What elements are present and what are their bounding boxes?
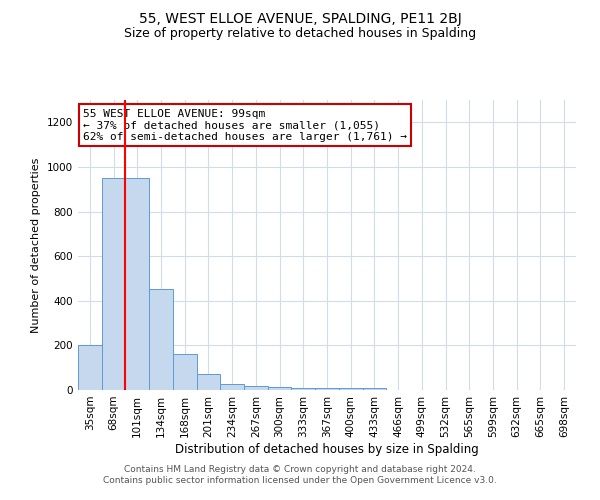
Bar (102, 178, 125, 390)
Bar (339, 388, 362, 390)
Text: Size of property relative to detached houses in Spalding: Size of property relative to detached ho… (124, 28, 476, 40)
Bar (197, 374, 220, 390)
Bar (315, 388, 339, 390)
Bar (125, 178, 149, 390)
X-axis label: Distribution of detached houses by size in Spalding: Distribution of detached houses by size … (175, 442, 479, 456)
Text: 55, WEST ELLOE AVENUE, SPALDING, PE11 2BJ: 55, WEST ELLOE AVENUE, SPALDING, PE11 2B… (139, 12, 461, 26)
Bar (149, 288, 173, 390)
Bar (268, 386, 292, 390)
Y-axis label: Number of detached properties: Number of detached properties (31, 158, 41, 332)
Bar (78, 346, 102, 390)
Text: 55 WEST ELLOE AVENUE: 99sqm
← 37% of detached houses are smaller (1,055)
62% of : 55 WEST ELLOE AVENUE: 99sqm ← 37% of det… (83, 108, 407, 142)
Text: Contains HM Land Registry data © Crown copyright and database right 2024.: Contains HM Land Registry data © Crown c… (124, 465, 476, 474)
Bar (220, 384, 244, 390)
Bar (362, 388, 386, 390)
Text: Contains public sector information licensed under the Open Government Licence v3: Contains public sector information licen… (103, 476, 497, 485)
Bar (173, 354, 197, 390)
Bar (244, 386, 268, 390)
Bar (292, 388, 315, 390)
